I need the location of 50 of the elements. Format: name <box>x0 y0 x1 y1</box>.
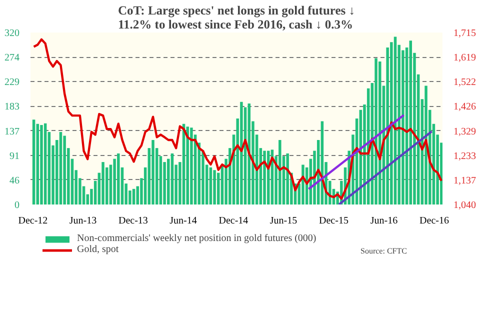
bar <box>213 170 216 204</box>
x-tick-label: Jun-14 <box>170 216 197 226</box>
line-series <box>32 38 442 200</box>
y-tick-label: 137 <box>4 126 20 138</box>
bar <box>44 123 47 204</box>
x-tick-label: Jun-15 <box>270 216 298 226</box>
y2-tick-label: 1,426 <box>454 102 476 113</box>
y-tick-label: 91 <box>10 151 20 162</box>
y2-tick-label: 1,137 <box>454 175 476 186</box>
y2-tick-label: 1,715 <box>454 28 476 39</box>
bar <box>152 140 154 204</box>
bar <box>374 58 378 204</box>
source-note: Source: CFTC <box>360 246 407 256</box>
x-tick-label: Jun-13 <box>69 216 97 226</box>
x-tick-label: Dec-14 <box>218 216 248 226</box>
bar <box>132 188 136 204</box>
legend-label: Gold, spot <box>77 244 119 255</box>
legend-label: Non-commercials' weekly net position in gold futures (000) <box>77 233 316 244</box>
bar <box>286 153 289 204</box>
bar <box>240 102 243 204</box>
bar <box>36 124 40 204</box>
bar <box>190 128 193 204</box>
bar <box>278 140 282 204</box>
x-tick-label: Dec-16 <box>420 216 449 226</box>
y-tick-label: 0 <box>14 200 20 211</box>
bar <box>59 132 62 204</box>
x-tick-label: Dec-13 <box>118 216 148 226</box>
bar <box>170 153 174 204</box>
bar <box>209 167 212 204</box>
y-tick-label: 274 <box>4 52 20 64</box>
chart-title: CoT: Large specs' net longs in gold futures ↓ 11.2% to lowest since Feb 2016, cash ↓ 0.3% <box>118 4 356 32</box>
bar <box>63 136 66 204</box>
bar <box>186 126 189 204</box>
y2-tick-label: 1,619 <box>454 52 476 64</box>
bar <box>32 120 36 204</box>
bar <box>117 153 120 204</box>
y2-tick-label: 1,522 <box>454 77 476 88</box>
y-tick-label: 320 <box>4 28 20 39</box>
x-tick-label: Jun-16 <box>370 216 398 226</box>
bar <box>40 124 43 204</box>
y-tick-label: 229 <box>4 76 20 88</box>
bar <box>102 162 104 204</box>
y-tick-label: 46 <box>10 175 20 186</box>
x-tick-label: Dec-15 <box>319 216 348 226</box>
y2-tick-label: 1,329 <box>454 126 476 138</box>
bar <box>263 150 266 204</box>
y2-tick-label: 1,040 <box>454 200 476 211</box>
x-tick-label: Dec-12 <box>18 216 48 226</box>
y-tick-label: 183 <box>4 102 20 113</box>
y2-tick-label: 1,233 <box>454 150 476 162</box>
